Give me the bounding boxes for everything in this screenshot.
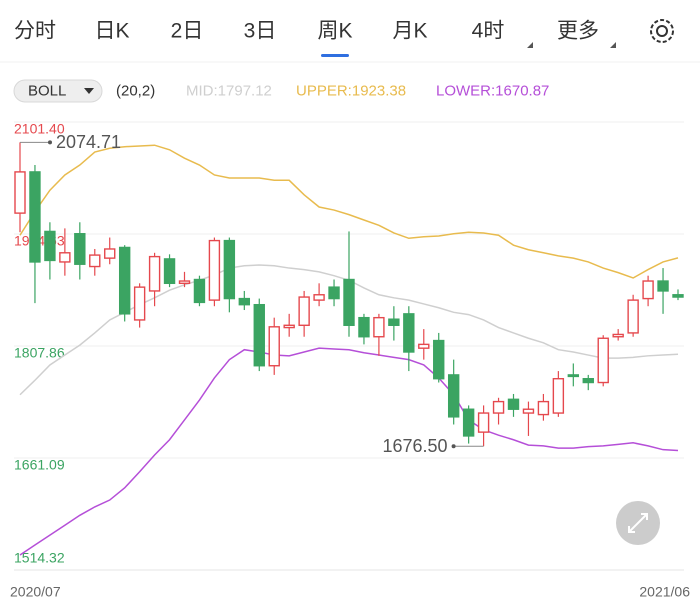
menu-triangles	[527, 42, 616, 48]
tab[interactable]: 月K	[392, 20, 427, 43]
candle-body	[313, 294, 325, 301]
annotation-label: 1676.50	[383, 436, 448, 456]
tab-underline	[321, 54, 349, 57]
candle-body	[418, 343, 430, 349]
band-line	[19, 347, 679, 556]
candle-body	[208, 239, 221, 301]
candle-body	[672, 294, 684, 298]
candle-body	[627, 299, 639, 334]
annotation-dot	[451, 444, 456, 449]
candle-body	[298, 296, 310, 326]
settings-icon[interactable]	[650, 19, 674, 43]
candle-body	[253, 303, 265, 367]
dropdown-arrow	[84, 88, 94, 94]
annotation-label: 2074.71	[56, 132, 121, 152]
x-tick-label: 2021/06	[639, 584, 690, 600]
tab[interactable]: 分时	[14, 20, 56, 43]
tab[interactable]: 2日	[171, 20, 204, 43]
candle-body	[74, 233, 86, 265]
plot: 2101.401954.631807.861661.091514.322020/…	[10, 121, 690, 600]
candle-body	[507, 398, 520, 410]
tab[interactable]: 3日	[244, 20, 277, 43]
candle-body	[148, 255, 161, 292]
indicator-button[interactable]	[13, 79, 103, 103]
candle-body	[283, 324, 295, 329]
y-tick-label: 1661.09	[14, 457, 65, 473]
candle-body	[492, 400, 505, 414]
legend-entry: UPPER:1923.38	[296, 82, 406, 99]
candle-body	[328, 286, 340, 300]
expand-button[interactable]	[616, 501, 660, 545]
y-tick-label: 2101.40	[14, 121, 65, 137]
candle-body	[403, 313, 415, 353]
candle-body	[163, 258, 176, 285]
candle-body	[597, 337, 609, 384]
candle-body	[358, 316, 370, 338]
y-tick-label: 1807.86	[14, 345, 65, 361]
candle-body	[104, 248, 116, 259]
candle-body	[133, 286, 146, 321]
candle-body	[447, 374, 460, 418]
candle-body	[193, 278, 206, 304]
tab[interactable]: 4时	[472, 20, 505, 43]
legend-entry: LOWER:1670.87	[436, 82, 549, 99]
tab[interactable]: 日K	[94, 20, 129, 43]
indicator-params: (20,2)	[116, 82, 155, 99]
candle-body	[522, 408, 535, 414]
candle-body	[29, 171, 41, 263]
candle-body	[433, 339, 445, 380]
y-tick-label: 1514.32	[14, 550, 65, 566]
candle-body	[373, 316, 385, 338]
tab[interactable]: 周K	[317, 20, 352, 43]
legend-entry: MID:1797.12	[186, 82, 272, 99]
candle-body	[537, 400, 550, 416]
candle-body	[268, 326, 280, 367]
candle-body	[477, 412, 490, 433]
candle-body	[14, 171, 26, 214]
candle-body	[59, 252, 71, 263]
annotation-dot	[48, 140, 52, 145]
candle-body	[657, 280, 669, 292]
indicator-name[interactable]: BOLL	[28, 82, 66, 99]
candle-body	[462, 408, 475, 437]
candle-body	[118, 246, 131, 315]
candle-body	[343, 278, 355, 326]
tab-bar: 分时 日K 2日 3日 周K 月K 4时 更多	[14, 20, 599, 57]
candle-body	[223, 239, 236, 300]
candle-body	[89, 254, 101, 268]
candle-body	[567, 374, 580, 378]
candle-body	[642, 280, 654, 300]
tab[interactable]: 更多	[557, 20, 599, 43]
candle-body	[178, 280, 191, 285]
x-tick-label: 2020/07	[10, 584, 61, 600]
candle-body	[582, 378, 594, 384]
candle-body	[238, 297, 251, 306]
band-line	[19, 144, 679, 279]
candle-body	[552, 378, 565, 414]
candle-body	[612, 333, 624, 338]
candle-body	[44, 230, 56, 262]
candle-body	[388, 318, 400, 326]
legend: MID:1797.12 UPPER:1923.38 LOWER:1670.87	[186, 82, 549, 99]
